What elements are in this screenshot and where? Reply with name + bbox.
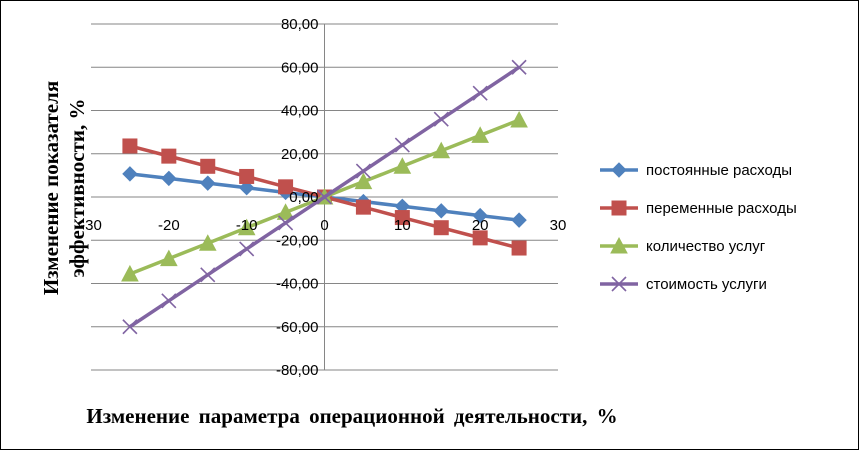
x-tick-label: 30 [550,217,567,234]
y-tick-label: -20,00 [276,232,319,249]
legend-label: переменные расходы [646,200,797,217]
y-tick-label: 40,00 [281,103,319,120]
data-point [511,212,527,228]
data-point [472,207,488,224]
series-4 [122,59,527,335]
legend-label: стоимость услуги [646,276,767,293]
x-tick-labels: -30 -20 -10 0 10 20 30 [80,217,566,234]
x-tick-label: -10 [236,217,258,234]
data-point [237,218,256,236]
data-point [472,85,488,101]
data-point [432,141,451,159]
legend-entry: постоянные расходы [600,162,792,179]
y-tick-label: 20,00 [281,146,319,163]
data-point [276,203,295,220]
data-point [611,276,627,292]
data-point [161,293,177,309]
data-point [394,137,410,153]
data-point [239,241,255,257]
data-point [393,157,412,174]
data-point [159,249,178,267]
data-point [200,175,216,191]
data-point [433,111,449,127]
data-point [161,170,177,187]
series-2 [122,138,527,256]
data-point [511,59,527,75]
data-point [611,200,627,216]
legend-label: количество услуг [646,238,766,255]
legend-label: постоянные расходы [646,162,792,179]
x-tick-label: 0 [320,217,328,234]
data-point [316,189,333,205]
data-point [198,234,217,251]
data-point [200,267,216,283]
x-tick-label: 20 [472,217,489,234]
data-point [239,168,255,184]
x-tick-label: 10 [394,217,411,234]
data-point [161,148,177,164]
data-point [200,158,216,174]
y-tick-label: 80,00 [281,16,319,33]
data-point [433,220,449,236]
y-tick-label: 60,00 [281,59,319,76]
x-tick-label: -30 [80,217,102,234]
y-tick-labels: 80,00 60,00 40,00 20,00 0,00 -20,00 -40,00 -60,… [276,16,319,379]
data-point [510,110,528,128]
x-axis-title: Изменение параметра операционной деятель… [86,404,617,428]
data-point [610,236,628,254]
data-point [472,230,488,246]
legend-entry: переменные расходы [600,200,797,217]
y-axis-title-line-2: эффективности, % [65,98,89,277]
data-point [122,166,138,182]
legend: постоянные расходы переменные расходы коли… [600,162,797,293]
data-point [355,163,371,179]
y-tick-label: -60,00 [276,319,319,336]
legend-entry: количество услуг [600,236,766,255]
y-axis-title-line-1: Изменение показателя [39,81,63,295]
data-point [278,179,294,195]
data-point [611,162,627,178]
data-point [511,240,527,256]
legend-entry: стоимость услуги [600,276,767,293]
data-point [433,203,449,219]
data-point [355,199,371,215]
data-point [354,172,373,190]
data-point [121,264,139,282]
y-tick-label: 0,00 [289,189,318,206]
y-tick-label: -80,00 [276,362,319,379]
data-point [122,138,138,154]
data-point [278,215,294,231]
data-point [238,179,255,196]
y-axis-title: Изменение показателя эффективности, % [39,81,89,295]
y-tick-label: -40,00 [276,276,319,293]
series-layer [121,59,528,335]
data-point [471,126,489,143]
data-point [394,210,410,226]
x-tick-label: -20 [158,217,180,234]
data-point [122,319,138,335]
